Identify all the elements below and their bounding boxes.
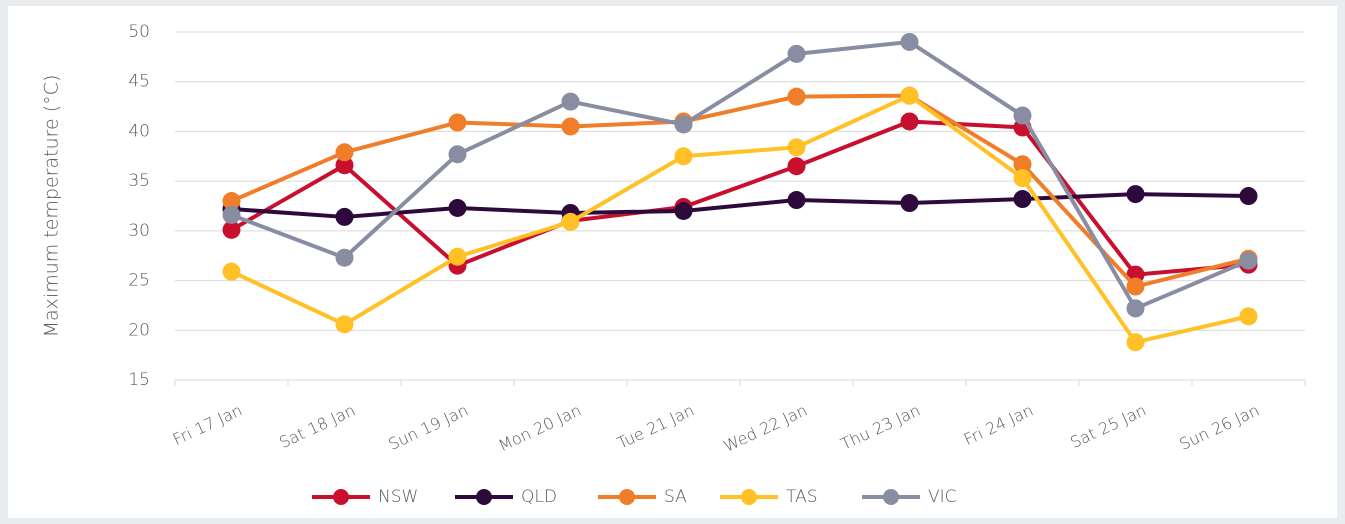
point bbox=[900, 194, 919, 213]
legend-label: TAS bbox=[786, 487, 818, 507]
point bbox=[1239, 251, 1258, 270]
point bbox=[900, 32, 919, 51]
legend-marker bbox=[476, 489, 492, 505]
legend-label: VIC bbox=[928, 487, 957, 507]
legend-marker bbox=[619, 489, 635, 505]
point bbox=[222, 192, 241, 211]
point bbox=[1013, 155, 1032, 174]
y-tick-label: 35 bbox=[128, 171, 150, 191]
y-tick-label: 30 bbox=[128, 221, 150, 241]
point bbox=[335, 248, 354, 267]
legend-label: NSW bbox=[378, 487, 418, 507]
point bbox=[335, 143, 354, 162]
point bbox=[448, 247, 467, 266]
point bbox=[787, 87, 806, 106]
point bbox=[1126, 333, 1145, 352]
point bbox=[561, 92, 580, 111]
y-tick-label: 50 bbox=[128, 22, 150, 42]
panel bbox=[8, 6, 1337, 518]
point bbox=[335, 207, 354, 226]
point bbox=[787, 157, 806, 176]
legend-marker bbox=[883, 489, 899, 505]
point bbox=[1013, 106, 1032, 125]
series-line bbox=[230, 93, 1249, 289]
point bbox=[448, 145, 467, 164]
y-tick-label: 25 bbox=[128, 271, 150, 291]
point bbox=[222, 220, 241, 239]
legend-marker bbox=[333, 489, 349, 505]
point bbox=[335, 156, 354, 175]
point bbox=[787, 138, 806, 157]
point bbox=[335, 315, 354, 334]
point bbox=[561, 117, 580, 136]
point bbox=[787, 44, 806, 63]
point bbox=[448, 113, 467, 132]
point bbox=[674, 147, 693, 166]
series-line bbox=[231, 192, 1249, 219]
point bbox=[900, 86, 919, 105]
point bbox=[674, 115, 693, 134]
y-tick-label: 15 bbox=[128, 370, 150, 390]
y-tick-label: 40 bbox=[128, 121, 150, 141]
point bbox=[787, 191, 806, 210]
point bbox=[1126, 185, 1145, 204]
point bbox=[1013, 190, 1032, 209]
series-line bbox=[230, 119, 1249, 277]
series-line bbox=[230, 39, 1250, 311]
point bbox=[1013, 169, 1032, 188]
point bbox=[222, 262, 241, 281]
point bbox=[1126, 277, 1145, 296]
point bbox=[1239, 307, 1258, 326]
legend-label: SA bbox=[664, 487, 687, 507]
point bbox=[900, 112, 919, 131]
point bbox=[561, 212, 580, 231]
legend-marker bbox=[741, 489, 757, 505]
legend-label: QLD bbox=[521, 487, 557, 507]
y-axis-label: Maximum temperature (°C) bbox=[41, 75, 63, 338]
point bbox=[1126, 299, 1145, 318]
point bbox=[1239, 187, 1258, 206]
point bbox=[674, 201, 693, 220]
series-line bbox=[230, 93, 1249, 345]
y-tick-label: 20 bbox=[128, 320, 150, 340]
y-tick-label: 45 bbox=[128, 72, 150, 92]
point bbox=[448, 198, 467, 217]
point bbox=[222, 205, 241, 224]
